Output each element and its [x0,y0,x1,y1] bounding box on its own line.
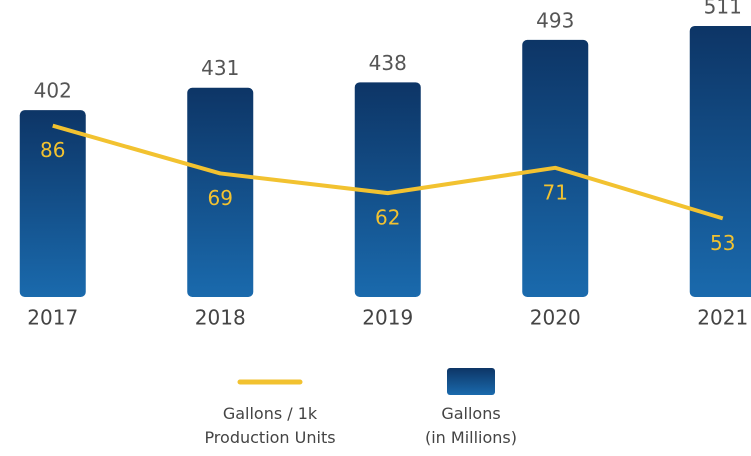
line-value-label: 62 [375,206,400,230]
line-value-label: 86 [40,138,65,162]
legend-label: Gallons / 1k Production Units [204,404,336,447]
x-tick-label: 2018 [195,306,246,330]
x-tick-label: 2017 [27,306,78,330]
x-tick-label: 2021 [697,306,748,330]
bar [19,110,86,297]
x-tick-label: 2019 [362,306,413,330]
legend-label: Gallons (in Millions) [424,404,517,447]
bar-value-label: 431 [201,56,239,80]
bar-value-label: 511 [704,0,742,18]
legend-swatch [447,368,495,395]
bar [187,87,254,297]
line-value-label: 69 [208,186,233,210]
line-value-label: 53 [710,231,735,255]
bar-value-label: 402 [34,79,72,103]
bar [689,25,751,297]
line [52,123,724,221]
x-tick-label: 2020 [530,306,581,330]
line-value-label: 71 [543,180,568,204]
bar-value-label: 438 [369,51,407,75]
bar-value-label: 493 [536,8,574,32]
bar [354,82,421,297]
